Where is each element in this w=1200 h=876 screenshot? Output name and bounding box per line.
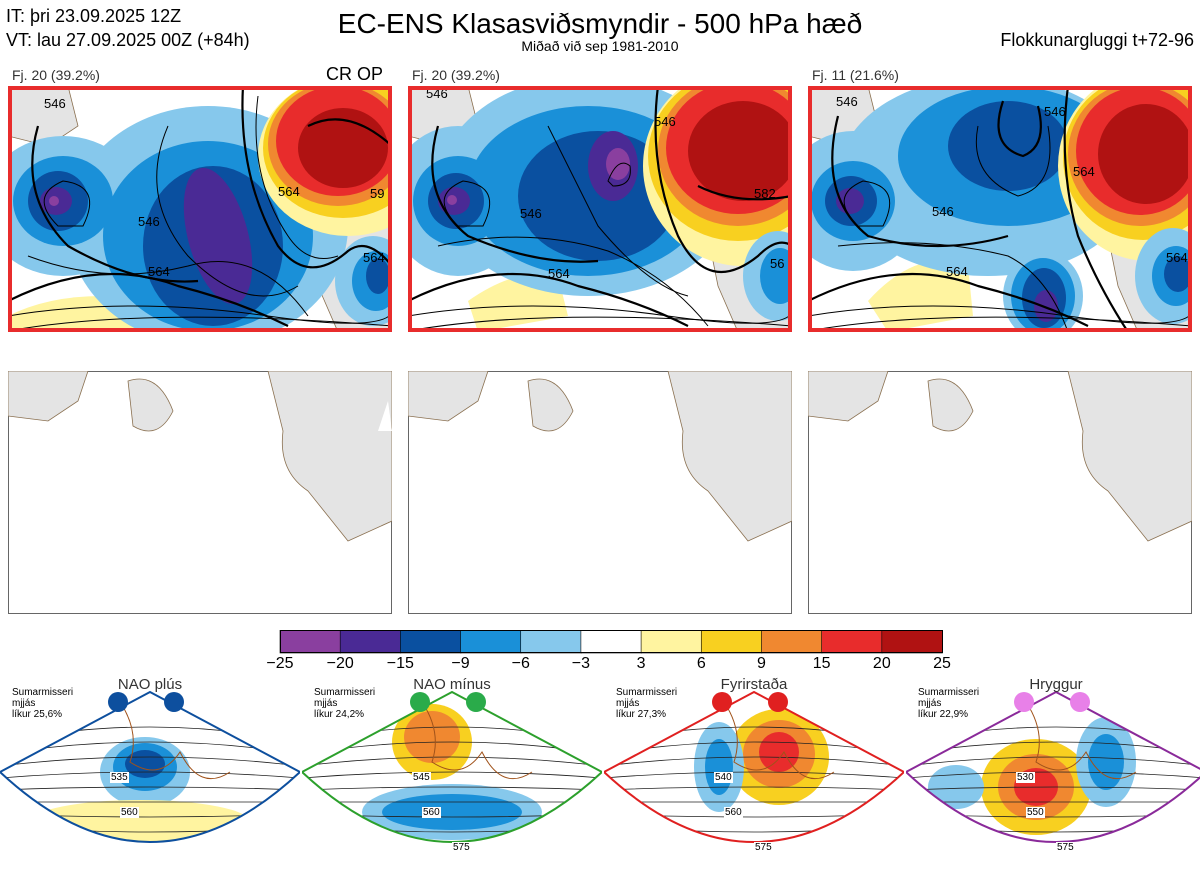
regime-marker-dot (164, 692, 184, 712)
panel-2-contour-label-4: 564 (548, 266, 570, 281)
regime-season: Sumarmisseri (616, 687, 678, 698)
panel-1-contour-label-3: 564 (148, 264, 170, 279)
regime-contour-label: 560 (422, 807, 441, 818)
regime-panel: Fyrirstaða Sumarmisseri mjjás líkur 27,3% 54… (602, 672, 906, 871)
colorbar-tick-label: −9 (451, 655, 470, 672)
colorbar-tick-label: −6 (511, 655, 530, 672)
regime-marker-dot (1070, 692, 1090, 712)
regime-season: Sumarmisseri (314, 687, 376, 698)
regime-marker-dot (410, 692, 430, 712)
regime-months: mjjás (12, 698, 36, 709)
panel-1-badge: CR OP (326, 64, 384, 84)
panel-1-contour-label-1: 546 (44, 96, 66, 111)
valid-time: VT: lau 27.09.2025 00Z (+84h) (6, 30, 250, 50)
regime-contour-label: 540 (714, 772, 733, 783)
panel-2-label: Fj. 20 (39.2%) (412, 67, 500, 83)
colorbar-swatch (279, 630, 341, 654)
panel-1-contour-label-6: 59 (370, 186, 384, 201)
panel-2-contour-label-3: 546 (654, 114, 676, 129)
colorbar-tick-label: 3 (636, 655, 646, 672)
regime-probability: líkur 25,6% (12, 709, 63, 720)
colorbar-tick-label: −25 (266, 655, 294, 672)
regime-panel: Hryggur Sumarmisseri mjjás líkur 22,9% 530 55… (904, 672, 1200, 871)
regime-probability: líkur 27,3% (616, 709, 667, 720)
regime-contour-label: 560 (724, 807, 743, 818)
regime-months: mjjás (918, 698, 942, 709)
regime-probability: líkur 22,9% (918, 709, 969, 720)
panel-3-contour-label-1: 546 (836, 94, 858, 109)
panel-3-label: Fj. 11 (21.6%) (812, 67, 899, 83)
cluster-map-3[interactable]: 546 546 546 564 564 564 (808, 86, 1192, 332)
regime-season: Sumarmisseri (12, 687, 74, 698)
cluster-map-1[interactable]: 546 546 564 564 564 59 (8, 86, 392, 332)
empty-map-2 (408, 371, 792, 614)
regime-contour-label: 545 (412, 772, 431, 783)
cluster-map-2[interactable]: 546 546 546 564 582 56 (408, 86, 792, 332)
regime-months: mjjás (616, 698, 640, 709)
regime-panel: NAO mínus Sumarmisseri mjjás líkur 24,2% 545… (300, 672, 604, 871)
panel-1-contour-label-4: 564 (278, 184, 300, 199)
colorbar-swatch (821, 630, 883, 654)
regime-marker-dot (1014, 692, 1034, 712)
colorbar-tick-label: −20 (326, 655, 354, 672)
page-subtitle: Miðað við sep 1981-2010 (521, 38, 679, 54)
regime-contour-label: 550 (1026, 807, 1045, 818)
colorbar-tick-label: −15 (386, 655, 414, 672)
colorbar (279, 630, 943, 654)
regime-probability: líkur 24,2% (314, 709, 365, 720)
panel-3-contour-label-2: 546 (932, 204, 954, 219)
panel-2-contour-label-2: 546 (520, 206, 542, 221)
empty-map-1 (8, 371, 392, 614)
regime-sector-map (0, 690, 302, 843)
panel-1-contour-label-5: 564 (363, 250, 385, 265)
regime-contour-label: 575 (754, 842, 773, 853)
colorbar-swatch (881, 630, 943, 654)
regime-sector-map (300, 690, 604, 843)
regime-title: Fyrirstaða (720, 676, 788, 693)
colorbar-tick-label: 9 (757, 655, 766, 672)
colorbar-swatch (460, 630, 522, 654)
colorbar-swatch (640, 630, 703, 654)
colorbar-tick-label: −3 (571, 655, 591, 672)
regime-panel: NAO plús Sumarmisseri mjjás líkur 25,6% 535 5… (0, 672, 302, 871)
init-time: IT: þri 23.09.2025 12Z (6, 6, 182, 26)
colorbar-swatch (580, 630, 642, 654)
regime-contour-label: 560 (120, 807, 139, 818)
colorbar-swatch (761, 630, 823, 654)
panel-2-contour-label-6: 56 (770, 256, 784, 271)
regime-contour-label: 575 (452, 842, 471, 853)
panel-3-contour-label-6: 564 (1166, 250, 1188, 265)
empty-map-3 (808, 371, 1192, 614)
colorbar-swatch (700, 630, 763, 654)
regime-marker-dot (466, 692, 486, 712)
regime-marker-dot (712, 692, 732, 712)
panel-3-contour-label-3: 546 (1044, 104, 1066, 119)
colorbar-tick-label: 6 (696, 655, 706, 672)
regime-title: NAO mínus (413, 676, 491, 693)
regime-months: mjjás (314, 698, 338, 709)
regime-title: Hryggur (1029, 676, 1083, 693)
panel-2-contour-label-5: 582 (754, 186, 776, 201)
colorbar-swatch (339, 630, 402, 654)
regime-sector-map (904, 690, 1200, 843)
colorbar-tick-label: 25 (933, 655, 951, 672)
colorbar-tick-label: 15 (812, 655, 831, 672)
regime-marker-dot (768, 692, 788, 712)
regime-sector-map (602, 690, 906, 843)
colorbar-swatch (520, 630, 582, 654)
colorbar-tick-label: 20 (872, 655, 891, 672)
classification-window: Flokkunargluggi t+72-96 (1000, 30, 1194, 50)
regime-marker-dot (108, 692, 128, 712)
regime-title: NAO plús (117, 676, 183, 693)
panel-1-contour-label-2: 546 (138, 214, 160, 229)
regime-contour-label: 575 (1056, 842, 1075, 853)
regime-contour-label: 535 (110, 772, 129, 783)
regime-contour-label: 530 (1016, 772, 1035, 783)
panel-3-contour-label-4: 564 (946, 264, 968, 279)
regime-season: Sumarmisseri (918, 687, 980, 698)
colorbar-swatch (400, 630, 462, 654)
page-title: EC-ENS Klasasviðsmyndir - 500 hPa hæð (337, 8, 863, 39)
panel-3-contour-label-5: 564 (1073, 164, 1095, 179)
panel-1-label: Fj. 20 (39.2%) (12, 67, 100, 83)
